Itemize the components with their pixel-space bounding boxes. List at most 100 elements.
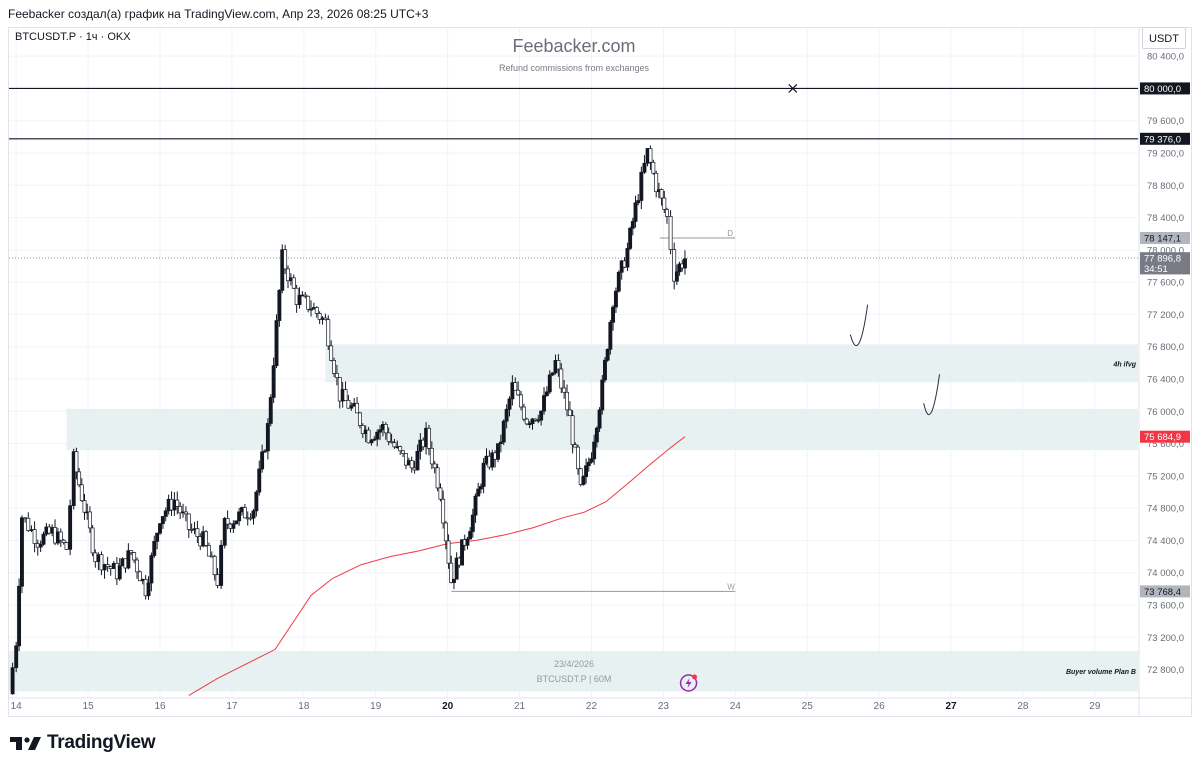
y-tick-label: 80 400,0	[1147, 52, 1184, 63]
candle-body	[346, 399, 351, 409]
candle-body	[204, 531, 208, 546]
candle-body	[303, 294, 308, 297]
candle-body	[633, 202, 638, 222]
price-label-bg	[1140, 231, 1190, 244]
candle-body	[567, 409, 572, 417]
price-label: 34:51	[1144, 264, 1168, 275]
level-line-label: D	[727, 229, 733, 238]
candle-body	[630, 221, 635, 229]
candle-body	[29, 529, 34, 532]
y-tick-label: 74 800,0	[1147, 504, 1184, 515]
x-tick-label: 18	[298, 701, 310, 712]
candle-body	[521, 406, 526, 420]
candle-body	[152, 541, 157, 556]
currency-button[interactable]: USDT	[1142, 27, 1186, 49]
candle-body	[280, 249, 285, 291]
candle-body	[102, 564, 107, 571]
symbol-info[interactable]: BTCUSDT.P · 1ч · OKX	[15, 31, 131, 43]
candle-body	[603, 359, 607, 381]
candle-body	[586, 461, 591, 467]
candle-body	[291, 277, 296, 289]
candle-body	[117, 565, 122, 580]
candle-body	[594, 427, 599, 443]
price-label-bg	[1140, 82, 1190, 95]
candle-body	[237, 511, 242, 522]
candle-body	[297, 295, 302, 305]
candle-body	[219, 544, 224, 586]
tradingview-logo[interactable]: TradingView	[10, 732, 156, 754]
candle-body	[608, 321, 613, 350]
candle-body	[527, 423, 532, 425]
candle-body	[443, 522, 448, 542]
candle-body	[74, 451, 79, 473]
candle-body	[329, 345, 334, 361]
y-tick-label: 79 200,0	[1147, 148, 1184, 159]
candle-body	[309, 308, 313, 311]
candle-body	[565, 391, 569, 411]
x-tick-label: 27	[945, 701, 957, 712]
candle-body	[639, 171, 644, 201]
candle-body	[516, 389, 521, 396]
candle-body	[369, 439, 374, 444]
candle-body	[372, 438, 377, 441]
candle-body	[473, 495, 478, 516]
y-tick-label: 78 800,0	[1147, 181, 1184, 192]
candle-body	[398, 446, 403, 452]
x-tick-label: 21	[514, 701, 526, 712]
candle-body	[260, 451, 265, 470]
candle-body	[225, 518, 230, 525]
candle-body	[79, 484, 84, 502]
price-label-bg	[1140, 430, 1190, 443]
candle-body	[283, 249, 288, 270]
candle-body	[490, 452, 495, 468]
candle-body	[654, 172, 659, 193]
candle-body	[498, 441, 503, 444]
price-label: 79 376,0	[1144, 134, 1181, 145]
candle-body	[61, 539, 66, 543]
price-label-bg	[1140, 262, 1190, 275]
candle-body	[446, 540, 451, 564]
candle-body	[581, 476, 586, 485]
y-tick-label: 77 200,0	[1147, 310, 1184, 321]
candle-body	[547, 374, 552, 393]
candle-body	[392, 442, 397, 448]
candle-body	[135, 559, 139, 573]
candle-body	[231, 523, 236, 529]
x-tick-label: 19	[370, 701, 382, 712]
candle-body	[597, 409, 602, 429]
candle-body	[383, 424, 388, 434]
close-icon	[788, 84, 798, 93]
candle-body	[146, 582, 151, 597]
x-tick-label: 15	[83, 701, 95, 712]
candle-body	[126, 550, 131, 569]
candle-body	[668, 216, 673, 250]
x-tick-label: 23	[658, 701, 670, 712]
candle-body	[539, 410, 544, 421]
candle-body	[248, 517, 253, 520]
candle-body	[257, 468, 262, 493]
candle-body	[274, 320, 279, 367]
candle-body	[584, 465, 589, 477]
candle-body	[326, 319, 331, 347]
candle-body	[375, 431, 380, 440]
alert-dot-icon	[692, 674, 698, 680]
candle-body	[460, 539, 464, 566]
candle-body	[234, 520, 239, 525]
candle-body	[343, 389, 348, 401]
y-tick-label: 73 200,0	[1147, 633, 1184, 644]
candle-body	[41, 533, 46, 545]
candle-body	[454, 557, 459, 580]
candle-body	[611, 306, 616, 323]
candle-body	[17, 585, 22, 647]
candle-body	[501, 420, 506, 443]
candle-body	[651, 161, 656, 174]
candle-body	[93, 552, 98, 562]
candle-body	[427, 427, 431, 449]
candle-body	[149, 555, 154, 584]
candle-body	[628, 227, 633, 249]
candle-body	[513, 382, 518, 391]
candle-body	[470, 514, 475, 532]
candle-body	[504, 408, 509, 422]
candle-body	[438, 487, 443, 500]
